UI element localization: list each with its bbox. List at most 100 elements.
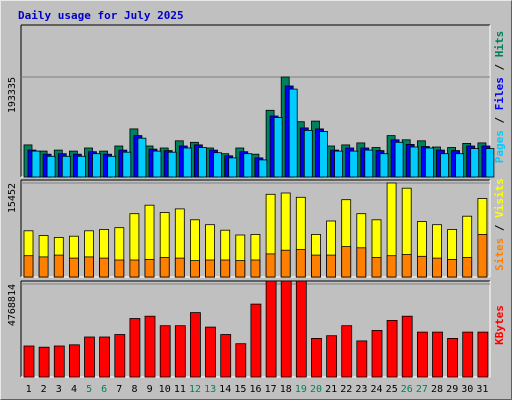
x-tick-label-day-30: 30 xyxy=(461,384,473,395)
bar-pages-day-14 xyxy=(228,157,238,178)
bar-sites-day-31 xyxy=(477,233,488,278)
legend-label-kbytes: KBytes xyxy=(493,305,506,345)
bar-kbytes-day-2 xyxy=(38,346,50,378)
bar-sites-day-2 xyxy=(38,256,49,278)
bar-sites-day-18 xyxy=(280,249,291,278)
bar-sites-day-29 xyxy=(447,258,458,278)
bar-kbytes-day-31 xyxy=(477,331,489,378)
x-tick-label-day-16: 16 xyxy=(249,384,261,395)
bar-pages-day-22 xyxy=(349,150,359,178)
bar-kbytes-day-12 xyxy=(189,312,201,378)
x-tick-label-day-18: 18 xyxy=(280,384,292,395)
bar-sites-day-5 xyxy=(84,256,94,278)
legend-part-3: / xyxy=(493,57,506,77)
x-tick-label-day-13: 13 xyxy=(204,384,216,395)
bar-pages-day-10 xyxy=(167,151,177,178)
bar-pages-day-21 xyxy=(334,150,344,178)
y-tick-label-kbytes: 4768814 xyxy=(7,284,18,326)
bar-sites-day-26 xyxy=(401,254,412,278)
x-tick-label-day-6: 6 xyxy=(101,384,107,395)
bar-pages-day-28 xyxy=(440,153,449,178)
bar-kbytes-day-5 xyxy=(84,336,95,378)
bar-sites-day-4 xyxy=(69,257,79,278)
bar-kbytes-day-19 xyxy=(295,280,307,378)
bar-pages-day-13 xyxy=(213,152,222,178)
x-tick-label-day-23: 23 xyxy=(355,384,367,395)
bar-pages-day-18 xyxy=(288,88,298,178)
bar-kbytes-day-28 xyxy=(432,331,443,378)
legend-part-4: Hits xyxy=(493,31,506,58)
panel-visits-sites: 15452 Sites / Visits xyxy=(7,178,506,278)
legend-part-0: Pages xyxy=(493,130,506,163)
bar-pages-day-6 xyxy=(107,155,116,178)
x-tick-label-day-17: 17 xyxy=(265,384,277,395)
x-tick-label-day-29: 29 xyxy=(446,384,458,395)
bar-kbytes-day-25 xyxy=(386,319,398,378)
legend-label-hits-files-pages: Pages / Files / Hits xyxy=(493,31,506,164)
x-tick-label-day-28: 28 xyxy=(431,384,443,395)
bar-sites-day-6 xyxy=(99,257,109,278)
bar-kbytes-day-11 xyxy=(174,325,186,378)
legend-part-1: / xyxy=(493,110,506,130)
bar-sites-day-17 xyxy=(265,253,276,278)
legend-part-0: KBytes xyxy=(493,305,506,345)
panel-hits-files-pages: 193335 Pages / Files / Hits xyxy=(7,24,506,178)
bar-kbytes-day-29 xyxy=(447,337,459,378)
x-tick-label-day-24: 24 xyxy=(370,384,382,395)
x-tick-label-day-10: 10 xyxy=(159,384,171,395)
bar-pages-day-30 xyxy=(470,148,480,178)
y-tick-label-visits-sites: 15452 xyxy=(7,183,18,213)
bar-pages-day-20 xyxy=(319,131,328,178)
bar-sites-day-14 xyxy=(220,259,231,278)
x-tick-label-day-22: 22 xyxy=(340,384,352,395)
bar-sites-day-22 xyxy=(341,246,352,278)
bar-pages-day-2 xyxy=(46,155,56,178)
bar-kbytes-day-8 xyxy=(129,318,141,378)
bar-kbytes-day-16 xyxy=(250,303,262,378)
x-tick-label-day-9: 9 xyxy=(147,384,153,395)
bar-pages-day-16 xyxy=(258,159,268,178)
bar-kbytes-day-9 xyxy=(144,315,156,378)
x-tick-label-day-19: 19 xyxy=(295,384,307,395)
bar-pages-day-17 xyxy=(273,117,283,178)
x-tick-label-day-7: 7 xyxy=(116,384,122,395)
x-tick-label-day-2: 2 xyxy=(41,384,47,395)
bar-kbytes-day-13 xyxy=(205,326,216,378)
bar-kbytes-day-1 xyxy=(23,345,35,378)
bar-kbytes-day-20 xyxy=(311,337,322,378)
bar-pages-day-29 xyxy=(455,153,465,178)
bar-sites-day-23 xyxy=(356,247,367,278)
bar-kbytes-day-30 xyxy=(462,331,474,378)
bar-sites-day-3 xyxy=(53,254,64,278)
bar-pages-day-9 xyxy=(152,150,162,178)
bar-sites-day-24 xyxy=(371,257,382,278)
bar-kbytes-day-22 xyxy=(341,325,353,378)
x-tick-label-day-11: 11 xyxy=(174,384,186,395)
bar-sites-day-7 xyxy=(114,259,125,278)
bar-kbytes-day-17 xyxy=(265,280,277,378)
bar-sites-day-25 xyxy=(386,255,397,278)
bar-sites-day-20 xyxy=(311,254,321,278)
bar-sites-day-11 xyxy=(174,257,185,278)
x-tick-label-day-31: 31 xyxy=(476,384,488,395)
x-tick-label-day-3: 3 xyxy=(56,384,62,395)
bar-pages-day-11 xyxy=(182,147,192,178)
x-tick-label-day-14: 14 xyxy=(219,384,231,395)
x-tick-label-day-15: 15 xyxy=(234,384,246,395)
bar-pages-day-31 xyxy=(485,148,495,178)
panel-kbytes: 4768814 KBytes xyxy=(7,280,506,378)
bar-pages-day-7 xyxy=(122,151,132,178)
x-tick-label-day-8: 8 xyxy=(131,384,137,395)
bar-sites-day-10 xyxy=(159,257,170,278)
bar-pages-day-4 xyxy=(77,155,86,178)
legend-part-1: / xyxy=(493,218,506,238)
bar-kbytes-day-6 xyxy=(99,336,110,378)
legend-part-0: Sites xyxy=(493,238,506,271)
chart-title: Daily usage for July 2025 xyxy=(18,9,184,22)
x-tick-label-day-1: 1 xyxy=(26,384,32,395)
bar-sites-day-8 xyxy=(129,259,140,278)
bar-sites-day-15 xyxy=(235,260,246,278)
x-tick-label-day-26: 26 xyxy=(401,384,413,395)
bar-pages-day-26 xyxy=(409,146,419,178)
